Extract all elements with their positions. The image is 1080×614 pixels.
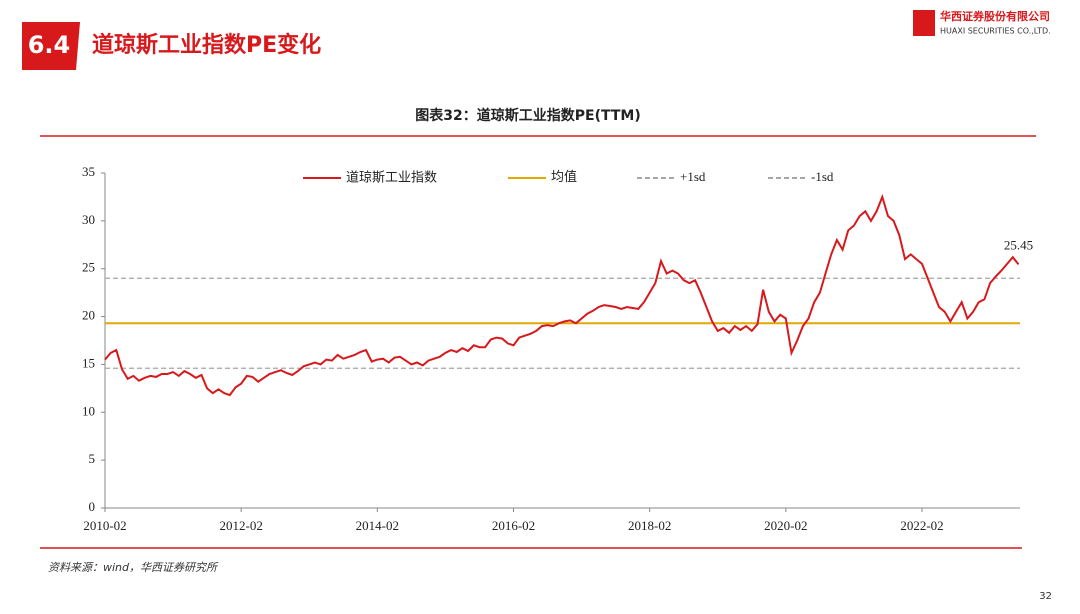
x-tick-label: 2020-02	[764, 518, 807, 533]
y-tick-label: 20	[82, 308, 95, 323]
x-tick-label: 2018-02	[628, 518, 671, 533]
x-tick-label: 2010-02	[83, 518, 126, 533]
x-tick-label: 2012-02	[219, 518, 262, 533]
slide-heading: 道琼斯工业指数PE变化	[92, 32, 321, 58]
company-cn: 华西证券股份有限公司	[940, 9, 1050, 23]
page-number: 32	[1039, 591, 1052, 602]
series-line	[104, 193, 1020, 397]
data-label: 25.45	[1004, 237, 1033, 252]
x-tick-label: 2022-02	[900, 518, 943, 533]
legend-label: 道琼斯工业指数	[346, 171, 437, 186]
legend-label: -1sd	[811, 169, 834, 184]
y-tick-label: 15	[82, 355, 95, 370]
legend-label: 均值	[551, 169, 577, 184]
company-en: HUAXI SECURITIES CO.,LTD.	[940, 27, 1051, 36]
section-badge	[22, 22, 80, 70]
section-number: 6.4	[28, 31, 71, 59]
logo-mark	[913, 10, 935, 36]
x-tick-label: 2014-02	[356, 518, 399, 533]
chart-title: 图表32：道琼斯工业指数PE(TTM)	[415, 107, 640, 124]
y-tick-label: 30	[82, 212, 95, 227]
y-tick-label: 35	[82, 164, 95, 179]
x-tick-label: 2016-02	[492, 518, 535, 533]
y-tick-label: 5	[89, 451, 96, 466]
plot: 0 5 10 15 20 25 30 35 2010-02 2012-02 2014-02 2016-…	[82, 164, 1033, 533]
legend-label: +1sd	[680, 169, 706, 184]
source-note: 资料来源：wind，华西证券研究所	[48, 561, 219, 574]
y-tick-label: 25	[82, 260, 95, 275]
y-tick-label: 10	[82, 403, 95, 418]
y-tick-label: 0	[89, 499, 96, 514]
